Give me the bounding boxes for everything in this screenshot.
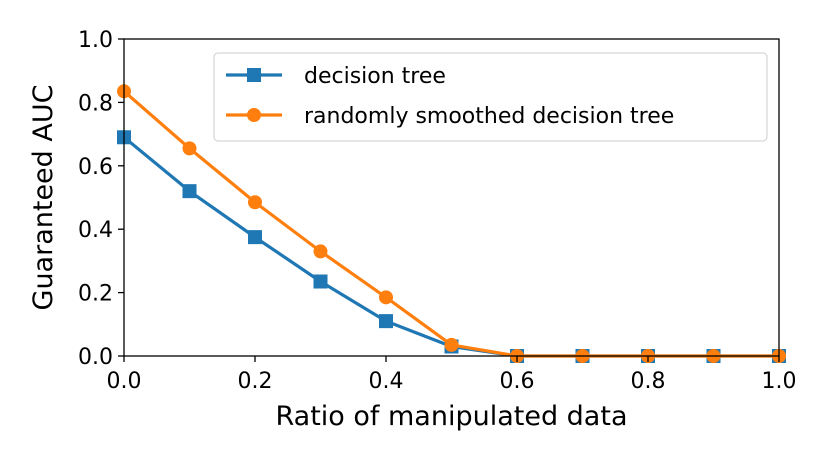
x-tick-label: 0.0 — [107, 369, 142, 394]
legend-marker — [247, 108, 261, 122]
data-point — [379, 290, 393, 304]
y-tick-label: 1.0 — [78, 28, 113, 53]
series-decision-tree — [117, 130, 786, 363]
legend-label: decision tree — [304, 64, 446, 89]
x-tick-label: 0.2 — [238, 369, 273, 394]
legend-label: randomly smoothed decision tree — [304, 104, 674, 129]
x-axis-label: Ratio of manipulated data — [275, 401, 627, 432]
series-line — [124, 137, 779, 356]
data-point — [183, 141, 197, 155]
y-tick-label: 0.8 — [78, 91, 113, 116]
legend-marker — [247, 68, 261, 82]
data-point — [445, 338, 459, 352]
y-axis-label: Guaranteed AUC — [28, 85, 59, 311]
x-tick-label: 0.4 — [369, 369, 404, 394]
x-tick-label: 0.6 — [500, 369, 535, 394]
y-tick-label: 0.6 — [78, 155, 113, 180]
x-tick-label: 0.8 — [631, 369, 666, 394]
y-tick-label: 0.2 — [78, 282, 113, 307]
line-chart: 0.0 0.2 0.4 0.6 0.8 1.0 0.0 0.2 0.4 0.6 0.8 1.0 Rat… — [0, 0, 830, 465]
data-point — [183, 184, 197, 198]
data-point — [314, 244, 328, 258]
data-point — [248, 195, 262, 209]
data-point — [248, 230, 262, 244]
data-point — [379, 314, 393, 328]
x-tick-label: 1.0 — [762, 369, 797, 394]
data-point — [314, 275, 328, 289]
legend: decision tree randomly smoothed decision … — [214, 53, 767, 141]
y-tick-label: 0.0 — [78, 345, 113, 370]
y-tick-label: 0.4 — [78, 218, 113, 243]
